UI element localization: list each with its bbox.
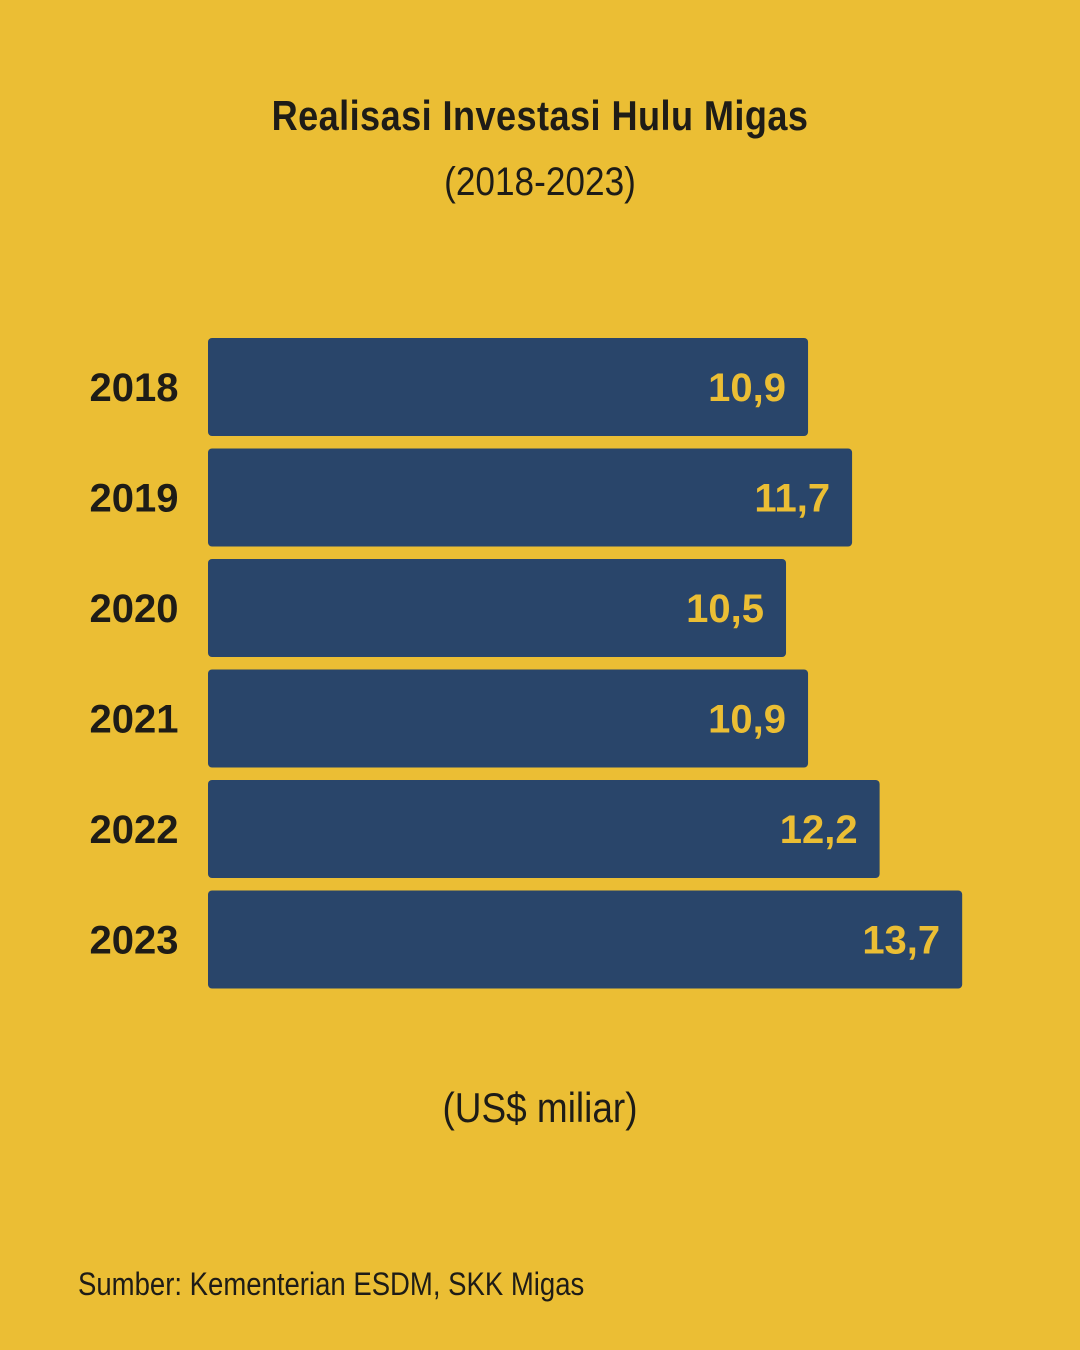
bar-2022 [208, 780, 880, 878]
bar-2019 [208, 448, 853, 547]
category-label-2020: 2020 [90, 587, 179, 631]
chart-subtitle: (2018-2023) [444, 160, 636, 204]
value-label-2023: 13,7 [862, 919, 940, 963]
category-label-2019: 2019 [90, 477, 179, 521]
value-label-2020: 10,5 [686, 587, 764, 631]
chart-title: Realisasi Investasi Hulu Migas [271, 92, 809, 139]
unit-label: (US$ miliar) [442, 1084, 638, 1131]
category-label-2021: 2021 [90, 698, 179, 742]
bar-2018 [208, 338, 809, 436]
bar-2020 [208, 559, 787, 657]
value-label-2018: 10,9 [708, 366, 786, 410]
bar-2023 [208, 890, 963, 989]
category-label-2018: 2018 [90, 366, 179, 410]
bar-2021 [208, 669, 809, 768]
value-label-2019: 11,7 [754, 477, 830, 521]
bar-chart: 2018 10,9 2019 11,7 2020 10,5 2021 10,9 2022 12,2… [90, 338, 963, 989]
value-label-2022: 12,2 [780, 808, 858, 852]
category-label-2023: 2023 [90, 919, 179, 963]
category-label-2022: 2022 [90, 808, 179, 852]
value-label-2021: 10,9 [708, 698, 786, 742]
source-note: Sumber: Kementerian ESDM, SKK Migas [78, 1266, 585, 1302]
